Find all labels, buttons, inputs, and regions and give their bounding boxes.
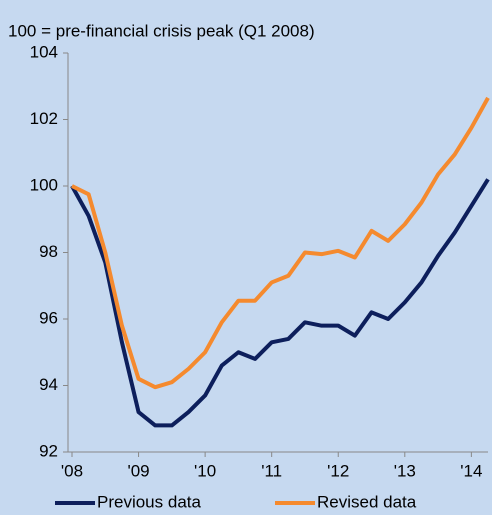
- x-tick-label: '10: [194, 461, 216, 480]
- y-tick-label: 104: [30, 42, 58, 61]
- x-tick-label: '09: [127, 461, 149, 480]
- legend-label: Previous data: [97, 492, 201, 511]
- legend-label: Revised data: [317, 492, 417, 511]
- y-tick-label: 98: [39, 242, 58, 261]
- line-series: [71, 96, 490, 390]
- y-tick-label: 102: [30, 109, 58, 128]
- x-tick-label: '14: [460, 461, 482, 480]
- chart-subtitle: 100 = pre-financial crisis peak (Q1 2008…: [8, 21, 315, 40]
- y-tick-label: 94: [39, 375, 58, 394]
- y-tick-label: 92: [39, 441, 58, 460]
- y-tick-label: 96: [39, 308, 58, 327]
- x-tick-label: '11: [261, 461, 282, 480]
- line-series: [70, 178, 490, 428]
- y-tick-label: 100: [30, 175, 58, 194]
- x-tick-label: '13: [394, 461, 416, 480]
- x-tick-label: '08: [61, 461, 83, 480]
- x-tick-label: '12: [327, 461, 349, 480]
